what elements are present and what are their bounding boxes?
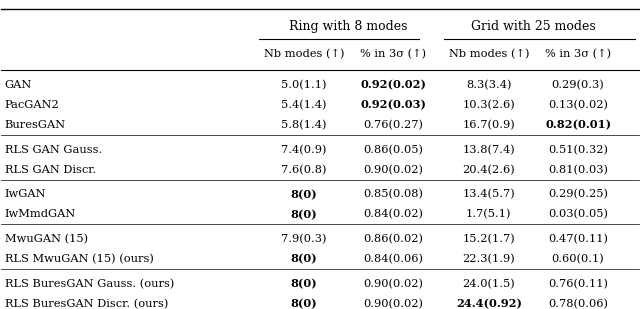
Text: 0.29(0.3): 0.29(0.3) xyxy=(552,80,604,90)
Text: 0.92(0.02): 0.92(0.02) xyxy=(360,80,426,91)
Text: Ring with 8 modes: Ring with 8 modes xyxy=(289,20,408,33)
Text: PacGAN2: PacGAN2 xyxy=(4,100,60,110)
Text: 0.92(0.03): 0.92(0.03) xyxy=(360,99,426,111)
Text: 10.3(2.6): 10.3(2.6) xyxy=(463,100,515,110)
Text: 20.4(2.6): 20.4(2.6) xyxy=(463,165,515,175)
Text: % in 3σ (↑): % in 3σ (↑) xyxy=(360,49,426,59)
Text: 0.47(0.11): 0.47(0.11) xyxy=(548,234,608,244)
Text: 8: 8 xyxy=(0,308,1,309)
Text: 0.86(0.02): 0.86(0.02) xyxy=(364,234,423,244)
Text: 0.13(0.02): 0.13(0.02) xyxy=(548,100,608,110)
Text: GAN: GAN xyxy=(4,80,32,90)
Text: 8(0): 8(0) xyxy=(291,189,317,200)
Text: 0.78(0.06): 0.78(0.06) xyxy=(548,298,608,309)
Text: 0.90(0.02): 0.90(0.02) xyxy=(364,165,423,175)
Text: IwMmdGAN: IwMmdGAN xyxy=(4,210,76,219)
Text: 5.4(1.4): 5.4(1.4) xyxy=(282,100,327,110)
Text: 1.7(5.1): 1.7(5.1) xyxy=(466,209,511,220)
Text: 0.90(0.02): 0.90(0.02) xyxy=(364,279,423,289)
Text: MwuGAN (15): MwuGAN (15) xyxy=(4,234,88,244)
Text: 0.29(0.25): 0.29(0.25) xyxy=(548,189,608,200)
Text: 8(0): 8(0) xyxy=(291,254,317,265)
Text: 16.7(0.9): 16.7(0.9) xyxy=(463,120,515,130)
Text: 8: 8 xyxy=(0,308,1,309)
Text: 8: 8 xyxy=(0,308,1,309)
Text: 24.4(0.92): 24.4(0.92) xyxy=(456,298,522,309)
Text: RLS BuresGAN Gauss. (ours): RLS BuresGAN Gauss. (ours) xyxy=(4,279,174,289)
Text: 0.76(0.11): 0.76(0.11) xyxy=(548,279,608,289)
Text: 7.9(0.3): 7.9(0.3) xyxy=(282,234,327,244)
Text: 5.0(1.1): 5.0(1.1) xyxy=(282,80,327,90)
Text: 8(0): 8(0) xyxy=(291,278,317,289)
Text: 0.81(0.03): 0.81(0.03) xyxy=(548,165,608,175)
Text: Nb modes (↑): Nb modes (↑) xyxy=(264,49,344,59)
Text: 24.4: 24.4 xyxy=(0,308,1,309)
Text: 22.3(1.9): 22.3(1.9) xyxy=(463,254,515,264)
Text: 0.92: 0.92 xyxy=(0,308,1,309)
Text: 0.82: 0.82 xyxy=(0,308,1,309)
Text: 0.90(0.02): 0.90(0.02) xyxy=(364,298,423,309)
Text: Grid with 25 modes: Grid with 25 modes xyxy=(471,20,596,33)
Text: 0.86(0.05): 0.86(0.05) xyxy=(364,145,423,155)
Text: 7.6(0.8): 7.6(0.8) xyxy=(282,165,327,175)
Text: 15.2(1.7): 15.2(1.7) xyxy=(463,234,515,244)
Text: IwGAN: IwGAN xyxy=(4,189,46,199)
Text: 8: 8 xyxy=(0,308,1,309)
Text: 0.84(0.06): 0.84(0.06) xyxy=(364,254,423,264)
Text: 0.92: 0.92 xyxy=(0,308,1,309)
Text: 13.4(5.7): 13.4(5.7) xyxy=(463,189,515,200)
Text: 8(0): 8(0) xyxy=(291,298,317,309)
Text: 0.51(0.32): 0.51(0.32) xyxy=(548,145,608,155)
Text: RLS GAN Gauss.: RLS GAN Gauss. xyxy=(4,145,102,155)
Text: RLS MwuGAN (15) (ours): RLS MwuGAN (15) (ours) xyxy=(4,254,154,264)
Text: 5.8(1.4): 5.8(1.4) xyxy=(282,120,327,130)
Text: 0.85(0.08): 0.85(0.08) xyxy=(364,189,423,200)
Text: Nb modes (↑): Nb modes (↑) xyxy=(449,49,529,59)
Text: 0.03(0.05): 0.03(0.05) xyxy=(548,209,608,220)
Text: 0.84(0.02): 0.84(0.02) xyxy=(364,209,423,220)
Text: 0.60(0.1): 0.60(0.1) xyxy=(552,254,604,264)
Text: % in 3σ (↑): % in 3σ (↑) xyxy=(545,49,611,59)
Text: 8.3(3.4): 8.3(3.4) xyxy=(466,80,511,90)
Text: 7.4(0.9): 7.4(0.9) xyxy=(282,145,327,155)
Text: 0.76(0.27): 0.76(0.27) xyxy=(364,120,423,130)
Text: 0.82(0.01): 0.82(0.01) xyxy=(545,120,611,131)
Text: 24.0(1.5): 24.0(1.5) xyxy=(463,279,515,289)
Text: 13.8(7.4): 13.8(7.4) xyxy=(463,145,515,155)
Text: RLS BuresGAN Discr. (ours): RLS BuresGAN Discr. (ours) xyxy=(4,298,168,309)
Text: 8: 8 xyxy=(0,308,1,309)
Text: 8(0): 8(0) xyxy=(291,209,317,220)
Text: BuresGAN: BuresGAN xyxy=(4,120,66,130)
Text: RLS GAN Discr.: RLS GAN Discr. xyxy=(4,165,96,175)
